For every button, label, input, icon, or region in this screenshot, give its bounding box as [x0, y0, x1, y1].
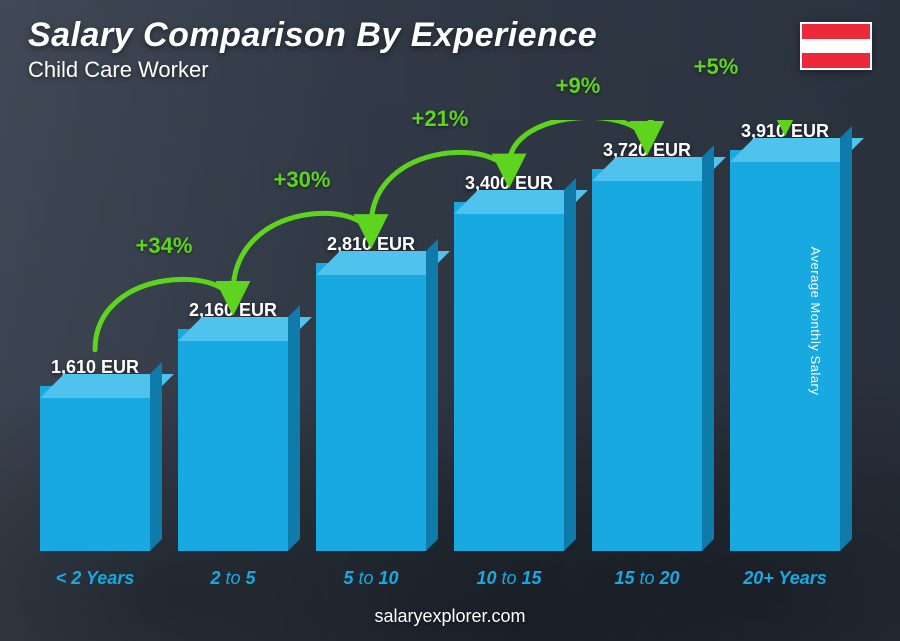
bar: 1,610 EUR — [40, 357, 150, 551]
bar: 2,810 EUR — [316, 234, 426, 551]
x-axis-label: 15 to 20 — [592, 568, 702, 589]
chart-subtitle: Child Care Worker — [28, 57, 597, 83]
title-block: Salary Comparison By Experience Child Ca… — [28, 16, 597, 83]
delta-pct-label: +5% — [694, 54, 739, 80]
flag-stripe-top — [802, 24, 870, 39]
source-attribution: salaryexplorer.com — [0, 606, 900, 627]
bar: 2,160 EUR — [178, 300, 288, 551]
x-axis-label: < 2 Years — [40, 568, 150, 589]
chart-canvas: Salary Comparison By Experience Child Ca… — [0, 0, 900, 641]
country-flag-icon — [800, 22, 872, 70]
delta-pct-label: +21% — [412, 106, 469, 132]
x-axis: < 2 Years 2 to 5 5 to 10 10 to 15 15 to 20 20… — [40, 568, 840, 589]
x-axis-label: 10 to 15 — [454, 568, 564, 589]
bar: 3,910 EUR — [730, 121, 840, 551]
delta-pct-label: +30% — [274, 167, 331, 193]
flag-stripe-mid — [802, 39, 870, 54]
x-axis-label: 5 to 10 — [316, 568, 426, 589]
x-axis-label: 20+ Years — [730, 568, 840, 589]
delta-pct-label: +34% — [136, 233, 193, 259]
bar: 3,720 EUR — [592, 140, 702, 551]
flag-stripe-bot — [802, 53, 870, 68]
bar-group: 1,610 EUR 2,160 EUR 2,810 EUR 3,400 EUR 3,72… — [40, 120, 840, 551]
chart-title: Salary Comparison By Experience — [28, 16, 597, 55]
bar: 3,400 EUR — [454, 173, 564, 551]
x-axis-label: 2 to 5 — [178, 568, 288, 589]
delta-pct-label: +9% — [556, 73, 601, 99]
y-axis-label: Average Monthly Salary — [808, 246, 823, 395]
chart-area: 1,610 EUR 2,160 EUR 2,810 EUR 3,400 EUR 3,72… — [40, 120, 840, 551]
